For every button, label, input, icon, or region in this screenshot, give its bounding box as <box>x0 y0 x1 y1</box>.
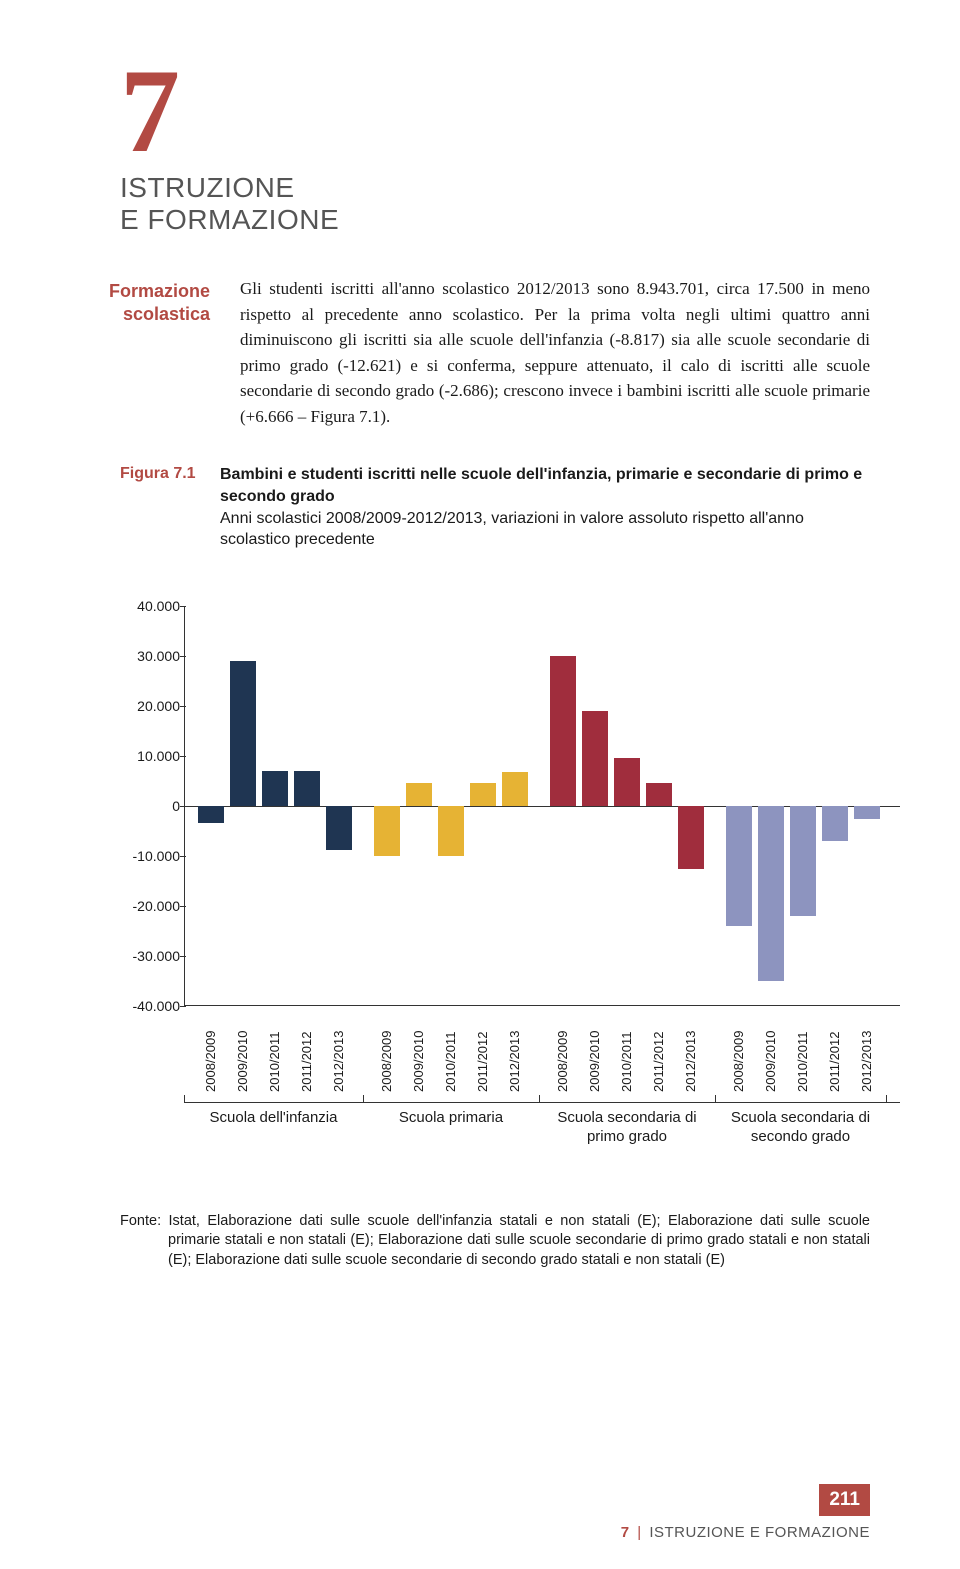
y-tick-label: -40.000 <box>133 998 180 1014</box>
x-tick-label: 2008/2009 <box>732 1012 745 1092</box>
x-tick-label: 2012/2013 <box>508 1012 521 1092</box>
side-label-line1: Formazione <box>109 281 210 301</box>
x-axis-labels: 2008/2009 2009/2010 2010/2011 2011/2012 2012… <box>184 1012 900 1092</box>
bar <box>822 806 848 841</box>
section-side-label: Formazione scolastica <box>90 276 210 429</box>
x-tick-label: 2009/2010 <box>236 1012 249 1092</box>
y-tick-label: 20.000 <box>137 698 180 714</box>
footer-crumb-sep: | <box>637 1524 641 1541</box>
chapter-title: ISTRUZIONE E FORMAZIONE <box>120 172 870 236</box>
bar <box>374 806 400 856</box>
bar <box>470 783 496 806</box>
x-tick-label: 2012/2013 <box>684 1012 697 1092</box>
chapter-title-line1: ISTRUZIONE <box>120 172 295 203</box>
figure-title: Bambini e studenti iscritti nelle scuole… <box>220 464 870 550</box>
bar <box>294 771 320 806</box>
bar <box>678 806 704 869</box>
x-tick-label: 2012/2013 <box>332 1012 345 1092</box>
x-tick-label: 2011/2012 <box>652 1012 665 1092</box>
x-tick-label: 2010/2011 <box>268 1012 281 1092</box>
x-tick-label: 2010/2011 <box>796 1012 809 1092</box>
source-note: Fonte: Istat, Elaborazione dati sulle sc… <box>120 1212 870 1271</box>
y-tick-label: 10.000 <box>137 748 180 764</box>
plot-area <box>184 606 900 1006</box>
chart: -40.000 -30.000 -20.000 -10.000 0 10.000 20.00… <box>120 606 900 1162</box>
footer-crumb-number: 7 <box>621 1524 630 1541</box>
x-tick-label: 2010/2011 <box>620 1012 633 1092</box>
x-tick-label: 2009/2010 <box>412 1012 425 1092</box>
figure-caption: Figura 7.1 Bambini e studenti iscritti n… <box>120 464 870 550</box>
body-paragraph: Gli studenti iscritti all'anno scolastic… <box>240 276 870 429</box>
bar <box>790 806 816 916</box>
y-tick-label: 30.000 <box>137 648 180 664</box>
x-tick-label: 2011/2012 <box>300 1012 313 1092</box>
bar <box>406 783 432 806</box>
y-tick-label: 40.000 <box>137 598 180 614</box>
bar <box>726 806 752 926</box>
bar <box>550 656 576 806</box>
group-label: Scuola secondaria di secondo grado <box>715 1109 886 1147</box>
bar <box>262 771 288 806</box>
figure-title-bold: Bambini e studenti iscritti nelle scuole… <box>220 466 862 505</box>
page-number: 211 <box>819 1484 870 1516</box>
bar <box>646 783 672 806</box>
x-tick-label: 2011/2012 <box>828 1012 841 1092</box>
y-tick-label: -30.000 <box>133 948 180 964</box>
group-labels: Scuola dell'infanziaScuola primariaScuol… <box>184 1102 900 1162</box>
side-label-line2: scolastica <box>123 304 210 324</box>
bar <box>438 806 464 856</box>
x-tick-label: 2009/2010 <box>588 1012 601 1092</box>
y-tick-label: -20.000 <box>133 898 180 914</box>
bar <box>854 806 880 819</box>
bar <box>502 772 528 805</box>
bar <box>230 661 256 806</box>
bar <box>758 806 784 981</box>
group-label: Scuola primaria <box>363 1109 539 1128</box>
y-tick-label: -10.000 <box>133 848 180 864</box>
bar <box>614 758 640 806</box>
x-tick-label: 2012/2013 <box>860 1012 873 1092</box>
x-tick-label: 2011/2012 <box>476 1012 489 1092</box>
figure-label: Figura 7.1 <box>120 464 206 550</box>
page-footer: 211 7 | ISTRUZIONE E FORMAZIONE <box>90 1484 870 1541</box>
body-section: Formazione scolastica Gli studenti iscri… <box>90 276 870 429</box>
x-tick-label: 2008/2009 <box>556 1012 569 1092</box>
figure-title-light: Anni scolastici 2008/2009-2012/2013, var… <box>220 510 804 549</box>
chapter-header: 7 ISTRUZIONE E FORMAZIONE <box>120 60 870 236</box>
x-tick-label: 2010/2011 <box>444 1012 457 1092</box>
x-tick-label: 2008/2009 <box>380 1012 393 1092</box>
group-label: Scuola dell'infanzia <box>184 1109 363 1128</box>
bar <box>582 711 608 806</box>
chapter-number: 7 <box>120 60 870 162</box>
footer-crumb-text: ISTRUZIONE E FORMAZIONE <box>649 1524 870 1541</box>
footer-breadcrumb: 7 | ISTRUZIONE E FORMAZIONE <box>90 1524 870 1541</box>
bar <box>198 806 224 824</box>
x-tick-label: 2008/2009 <box>204 1012 217 1092</box>
y-axis: -40.000-30.000-20.000-10.000010.00020.00… <box>120 606 184 1006</box>
group-label: Scuola secondaria di primo grado <box>539 1109 715 1147</box>
bar <box>326 806 352 850</box>
y-tick-label: 0 <box>172 798 180 814</box>
x-tick-label: 2009/2010 <box>764 1012 777 1092</box>
chapter-title-line2: E FORMAZIONE <box>120 204 339 235</box>
